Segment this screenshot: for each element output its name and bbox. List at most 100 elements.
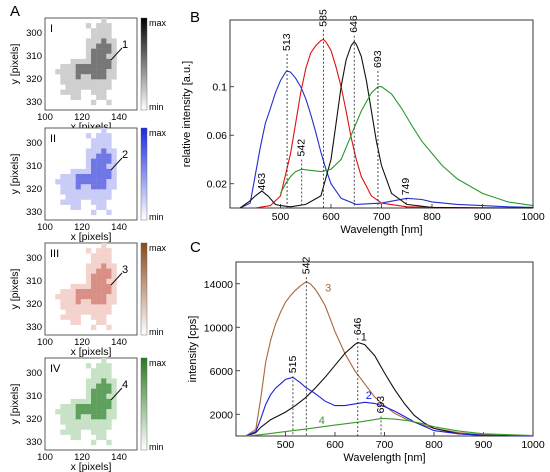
map-pixel: [101, 84, 107, 90]
map-pixel: [85, 409, 92, 415]
map-y-tick-label: 300: [26, 368, 42, 379]
map-pixel: [96, 253, 102, 259]
map-pixel: [96, 314, 102, 320]
map-pixel: [101, 299, 107, 305]
map-pixel: [111, 168, 117, 175]
map-pixel: [111, 148, 117, 154]
map-pixel: [70, 58, 76, 65]
map-pixel: [101, 404, 107, 410]
map-pixel: [101, 304, 107, 310]
map-pixel: [75, 64, 81, 70]
plot-frame: [229, 19, 534, 209]
map-pixel: [111, 43, 117, 49]
map-pointer-label: 4: [122, 379, 128, 391]
colorbar: [140, 17, 148, 111]
map-pixel: [106, 194, 112, 200]
map-pixel: [60, 404, 66, 410]
map-pixel: [70, 299, 76, 305]
map-pixel: [65, 299, 71, 305]
map-pixel: [96, 174, 102, 180]
series-label: 1: [361, 332, 367, 344]
map-pixel: [85, 398, 92, 405]
map-pixel: [91, 64, 97, 70]
map-x-tick-label: 100: [37, 112, 53, 123]
peak-label: 693: [375, 396, 387, 414]
map-pixel: [85, 388, 92, 394]
map-pixel: [85, 424, 92, 430]
map-pixel: [85, 84, 92, 90]
peak-label: 542: [300, 257, 312, 275]
map-pixel: [91, 393, 97, 400]
map-pixel: [106, 148, 112, 154]
map-pixel: [101, 199, 107, 205]
map-y-axis-label: y [pixels]: [9, 384, 21, 425]
map-pixel: [85, 414, 92, 420]
map-pixel: [91, 424, 97, 430]
map-pixel: [96, 53, 102, 60]
map-pixel: [106, 414, 112, 420]
map-pixel: [65, 79, 71, 85]
map-pixel: [101, 174, 107, 180]
map-pixel: [111, 299, 117, 305]
y-tick-label: 2000: [210, 409, 234, 421]
map-pixel: [75, 419, 81, 425]
map-pixel: [91, 28, 97, 34]
map-pixel: [96, 363, 102, 369]
map-pixel: [80, 398, 87, 405]
map-pixel: [91, 404, 97, 410]
map-pixel: [96, 33, 102, 39]
map-pixel: [106, 69, 112, 75]
map-pixel: [60, 429, 66, 435]
map-pixel: [65, 194, 71, 200]
map-pixel: [101, 424, 107, 430]
map-pixel: [75, 414, 81, 420]
y-axis-label: intensity [cps]: [187, 316, 199, 383]
map-y-tick-label: 310: [26, 51, 42, 62]
map-pixel: [85, 163, 92, 170]
map-pixel: [101, 363, 107, 369]
map-pixel: [85, 263, 92, 269]
map-pixel: [85, 278, 92, 285]
map-pixel: [70, 168, 76, 175]
map-pixel: [91, 268, 97, 274]
map-pixel: [111, 273, 117, 279]
map-pixel: [85, 304, 92, 310]
map-pixel: [101, 414, 107, 420]
map-pixel: [96, 168, 102, 175]
map-pixel: [85, 38, 92, 44]
map-pixel: [96, 74, 102, 80]
map-pixel: [101, 294, 107, 300]
map-pixel: [91, 84, 97, 90]
map-pixel: [91, 38, 97, 44]
map-pixel: [96, 133, 102, 139]
map-pixel: [85, 53, 92, 60]
map-pixel: [96, 434, 102, 440]
map-y-tick-label: 320: [26, 414, 42, 425]
map-pixel: [111, 404, 117, 410]
map-pixel: [70, 74, 76, 80]
map-pixel: [111, 409, 117, 415]
map-pixel: [101, 94, 107, 100]
y-tick-label: 14000: [204, 279, 233, 291]
map-pixel: [85, 58, 92, 65]
map-pixel: [91, 409, 97, 415]
map-pixel: [101, 268, 107, 274]
map-pixel: [106, 179, 112, 185]
map-pixel: [70, 414, 76, 420]
map-pixel: [60, 74, 66, 80]
map-pixel: [101, 314, 107, 320]
map-pixel: [85, 64, 92, 70]
map-pixel: [96, 94, 102, 100]
map-pixel: [96, 273, 102, 279]
map-pixel: [70, 319, 76, 325]
map-pixel: [106, 393, 112, 400]
series-label: 4: [319, 415, 325, 427]
map-pixel: [70, 174, 76, 180]
map-pixel: [70, 199, 76, 205]
map-pixel: [65, 404, 71, 410]
map-pixel: [60, 174, 66, 180]
map-pixel: [80, 69, 87, 75]
map-pixel: [96, 283, 102, 290]
map-pixel: [70, 398, 76, 405]
